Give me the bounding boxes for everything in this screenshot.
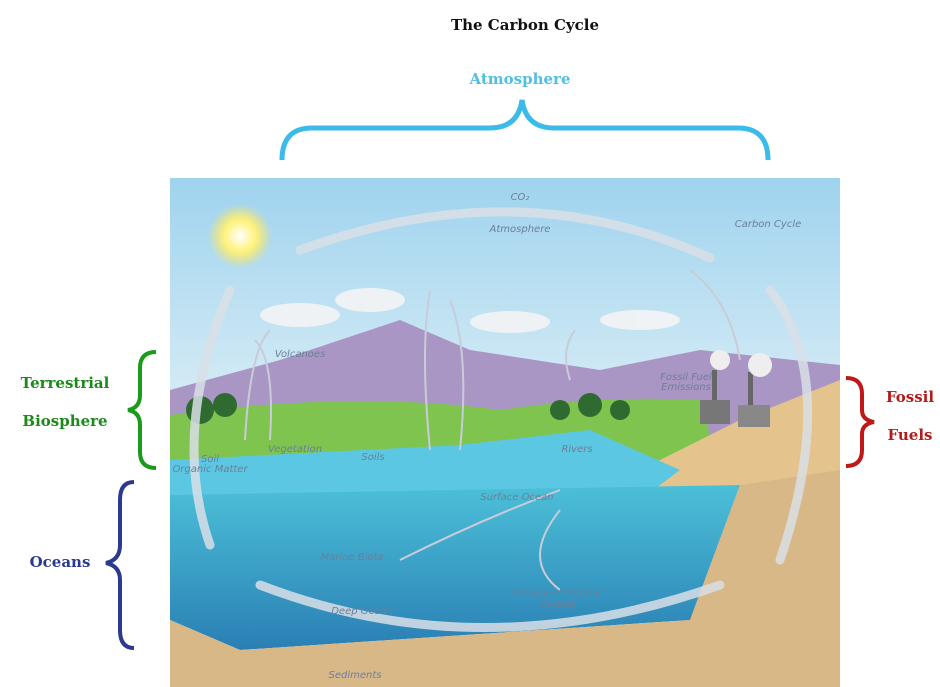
doc-label: Carbon bbox=[540, 599, 576, 610]
rivers-label: Rivers bbox=[561, 444, 592, 455]
vegetation-label: Vegetation bbox=[268, 444, 322, 455]
soils-label: Soils bbox=[361, 452, 384, 463]
terrestrial-label: Biosphere bbox=[22, 412, 107, 430]
sediments-label: Sediments bbox=[329, 670, 382, 681]
terrestrial-brace bbox=[128, 352, 156, 468]
volcanoes-label: Volcanoes bbox=[275, 349, 326, 360]
sun bbox=[208, 204, 272, 268]
terrestrial-label: Terrestrial bbox=[21, 374, 110, 392]
title: The Carbon Cycle bbox=[451, 16, 599, 34]
fossil-label: Fossil bbox=[886, 388, 934, 406]
atmosphere-label: Atmosphere bbox=[468, 70, 570, 88]
co2-label: CO₂ bbox=[511, 192, 530, 203]
oceans-label: Oceans bbox=[30, 553, 91, 571]
emissions-label: Emissions bbox=[661, 382, 711, 393]
illustration: CO₂ Atmosphere Carbon Cycle Volcanoes So… bbox=[170, 178, 840, 687]
carbon-cycle-label: Carbon Cycle bbox=[735, 219, 802, 230]
fossil-brace bbox=[846, 378, 874, 466]
deep-ocean-label: Deep Ocean bbox=[331, 606, 393, 617]
doc-label: Dissolved Organic bbox=[513, 588, 604, 599]
page: The Carbon Cycle Atmosphere bbox=[0, 0, 940, 687]
marine-biota-label: Marine Biota bbox=[320, 552, 383, 563]
oceans-brace bbox=[106, 482, 134, 648]
diagram: The Carbon Cycle Atmosphere bbox=[0, 0, 940, 687]
fossil-label: Fuels bbox=[888, 426, 933, 444]
surface-ocean-label: Surface Ocean bbox=[480, 492, 553, 503]
soil-label: Organic Matter bbox=[172, 464, 248, 475]
atmosphere-inner-label: Atmosphere bbox=[489, 224, 551, 235]
atmosphere-brace bbox=[282, 100, 768, 160]
